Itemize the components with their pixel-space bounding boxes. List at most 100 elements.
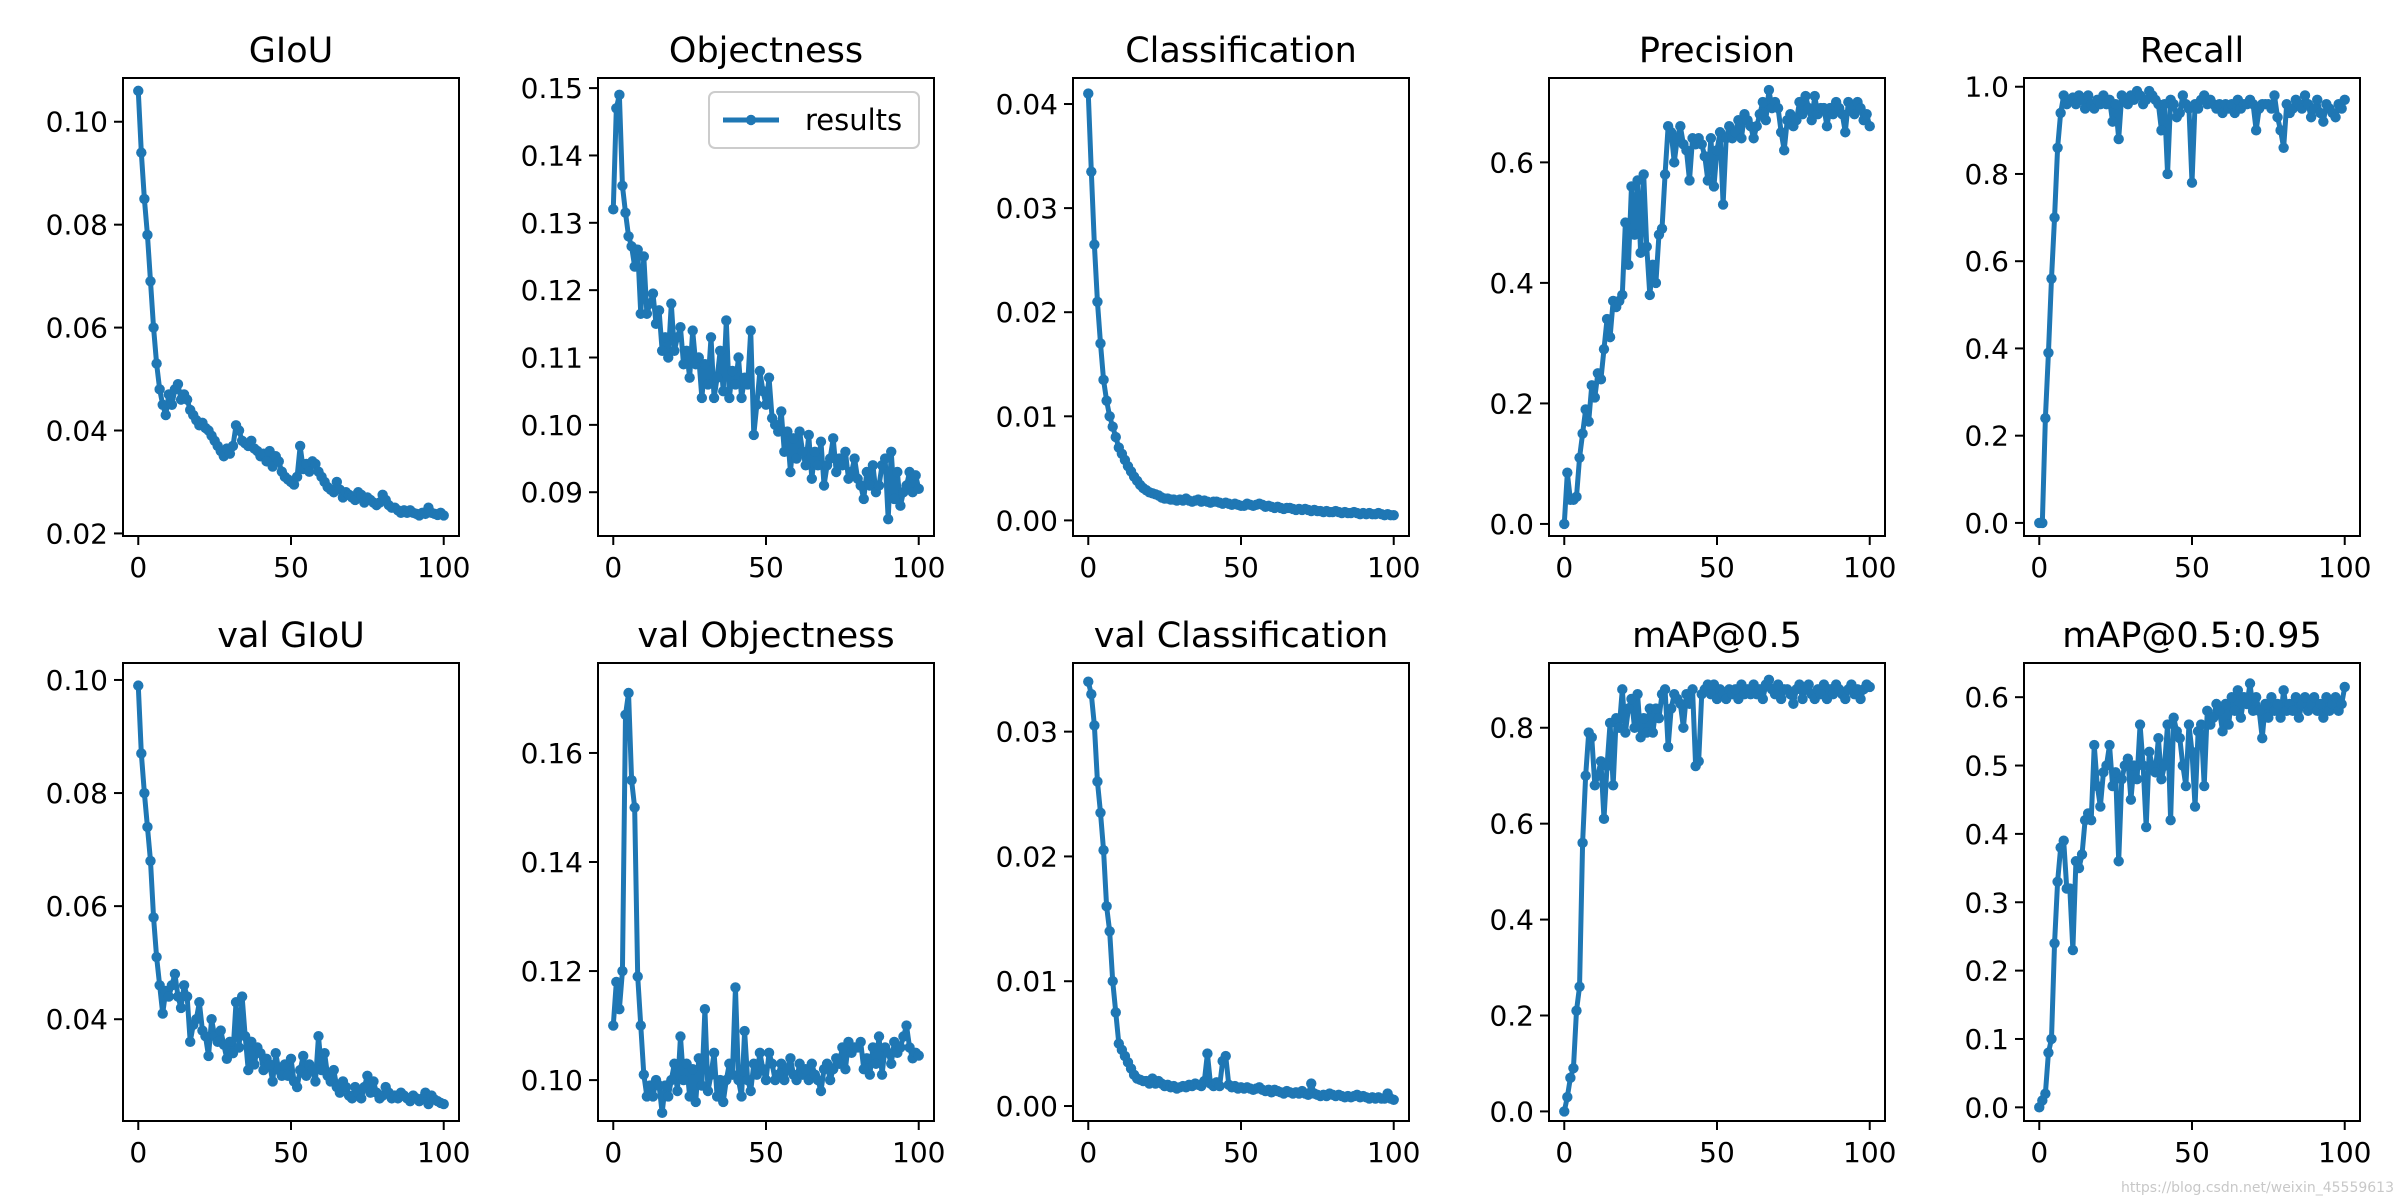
data-point: [2104, 739, 2115, 751]
chart-title: Classification: [1125, 31, 1357, 71]
data-point: [620, 207, 631, 218]
data-point: [641, 308, 653, 319]
data-point: [1104, 411, 1115, 422]
data-point: [736, 392, 747, 404]
data-point: [1617, 289, 1628, 301]
data-point: [178, 980, 190, 991]
data-point: [224, 1036, 236, 1048]
data-point: [133, 680, 144, 691]
y-tick-label: 0.08: [46, 209, 108, 242]
data-point: [356, 1093, 367, 1104]
data-point: [2177, 760, 2189, 771]
data-point: [163, 991, 175, 1002]
data-point: [151, 951, 162, 963]
data-point: [782, 426, 793, 437]
data-point: [617, 965, 628, 977]
x-tick-label: 0: [1555, 551, 1573, 584]
data-point: [145, 855, 156, 867]
data-point: [1617, 684, 1628, 695]
y-tick-label: 0.6: [1489, 146, 1534, 179]
data-point: [233, 1042, 245, 1053]
chart-title: val Objectness: [637, 616, 894, 656]
data-point: [2131, 774, 2143, 785]
x-tick-label: 100: [417, 1136, 470, 1169]
data-point: [1202, 1048, 1213, 1059]
data-point: [2064, 883, 2076, 894]
data-point: [663, 352, 674, 363]
data-point: [650, 318, 662, 330]
series-line: [1085, 91, 1397, 518]
data-point: [882, 1047, 894, 1059]
data-point: [1620, 217, 1631, 228]
data-point: [840, 446, 851, 458]
data-point: [2202, 705, 2213, 717]
data-point: [886, 446, 897, 458]
data-point: [2144, 746, 2155, 758]
data-point: [2107, 116, 2118, 127]
data-point: [818, 480, 830, 491]
data-point: [1095, 807, 1106, 818]
data-point: [1711, 145, 1723, 156]
data-point: [2162, 719, 2173, 730]
data-point: [2257, 732, 2268, 744]
data-point: [791, 453, 802, 464]
data-point: [687, 1064, 698, 1075]
legend-label: results: [805, 103, 902, 137]
y-tick-label: 0.04: [46, 1003, 108, 1036]
data-point: [2275, 712, 2286, 723]
data-point: [2229, 705, 2240, 717]
data-point: [669, 1058, 680, 1069]
data-point: [892, 466, 903, 478]
data-point: [812, 1074, 824, 1086]
data-point: [828, 433, 839, 444]
data-point: [2315, 107, 2326, 119]
y-tick-label: 0.15: [521, 72, 583, 105]
data-point: [1665, 703, 1677, 714]
data-point: [895, 500, 906, 511]
y-tick-label: 0.1: [1964, 1023, 2009, 1056]
data-point: [766, 1058, 778, 1069]
data-point: [2293, 712, 2305, 723]
data-point: [2046, 1033, 2057, 1045]
data-point: [1571, 491, 1582, 503]
data-point: [304, 466, 315, 477]
y-tick-label: 1.0: [1964, 71, 2009, 104]
data-point: [2186, 746, 2198, 758]
data-point: [1675, 698, 1686, 709]
data-point: [873, 480, 885, 491]
data-point: [2174, 107, 2185, 119]
data-point: [2226, 691, 2237, 703]
data-point: [2312, 94, 2323, 106]
data-point: [2101, 760, 2112, 771]
data-point: [623, 687, 634, 699]
x-tick-label: 50: [2174, 1136, 2210, 1169]
data-point: [629, 261, 640, 272]
data-point: [656, 345, 668, 356]
data-point: [273, 456, 284, 467]
data-point: [1861, 108, 1872, 120]
data-point: [1684, 698, 1695, 709]
data-point: [2113, 856, 2124, 867]
data-point: [1760, 114, 1772, 126]
data-point: [867, 1042, 879, 1053]
data-point: [1659, 684, 1671, 695]
data-point: [815, 436, 827, 447]
data-point: [1607, 780, 1619, 791]
data-point: [815, 1085, 827, 1097]
data-point: [233, 425, 245, 436]
data-point: [1104, 926, 1115, 937]
data-point: [1864, 681, 1875, 693]
data-point: [1864, 121, 1875, 132]
data-point: [1110, 431, 1121, 443]
data-point: [1586, 732, 1597, 743]
data-point: [1840, 693, 1851, 705]
data-point: [2275, 125, 2286, 136]
data-point: [139, 787, 150, 799]
data-point: [2199, 780, 2210, 792]
data-point: [1641, 241, 1652, 252]
data-point: [1562, 1091, 1573, 1103]
x-tick-label: 0: [1079, 551, 1097, 584]
y-tick-label: 0.12: [521, 955, 583, 988]
data-point: [2168, 98, 2179, 110]
chart-title: GIoU: [249, 31, 333, 71]
